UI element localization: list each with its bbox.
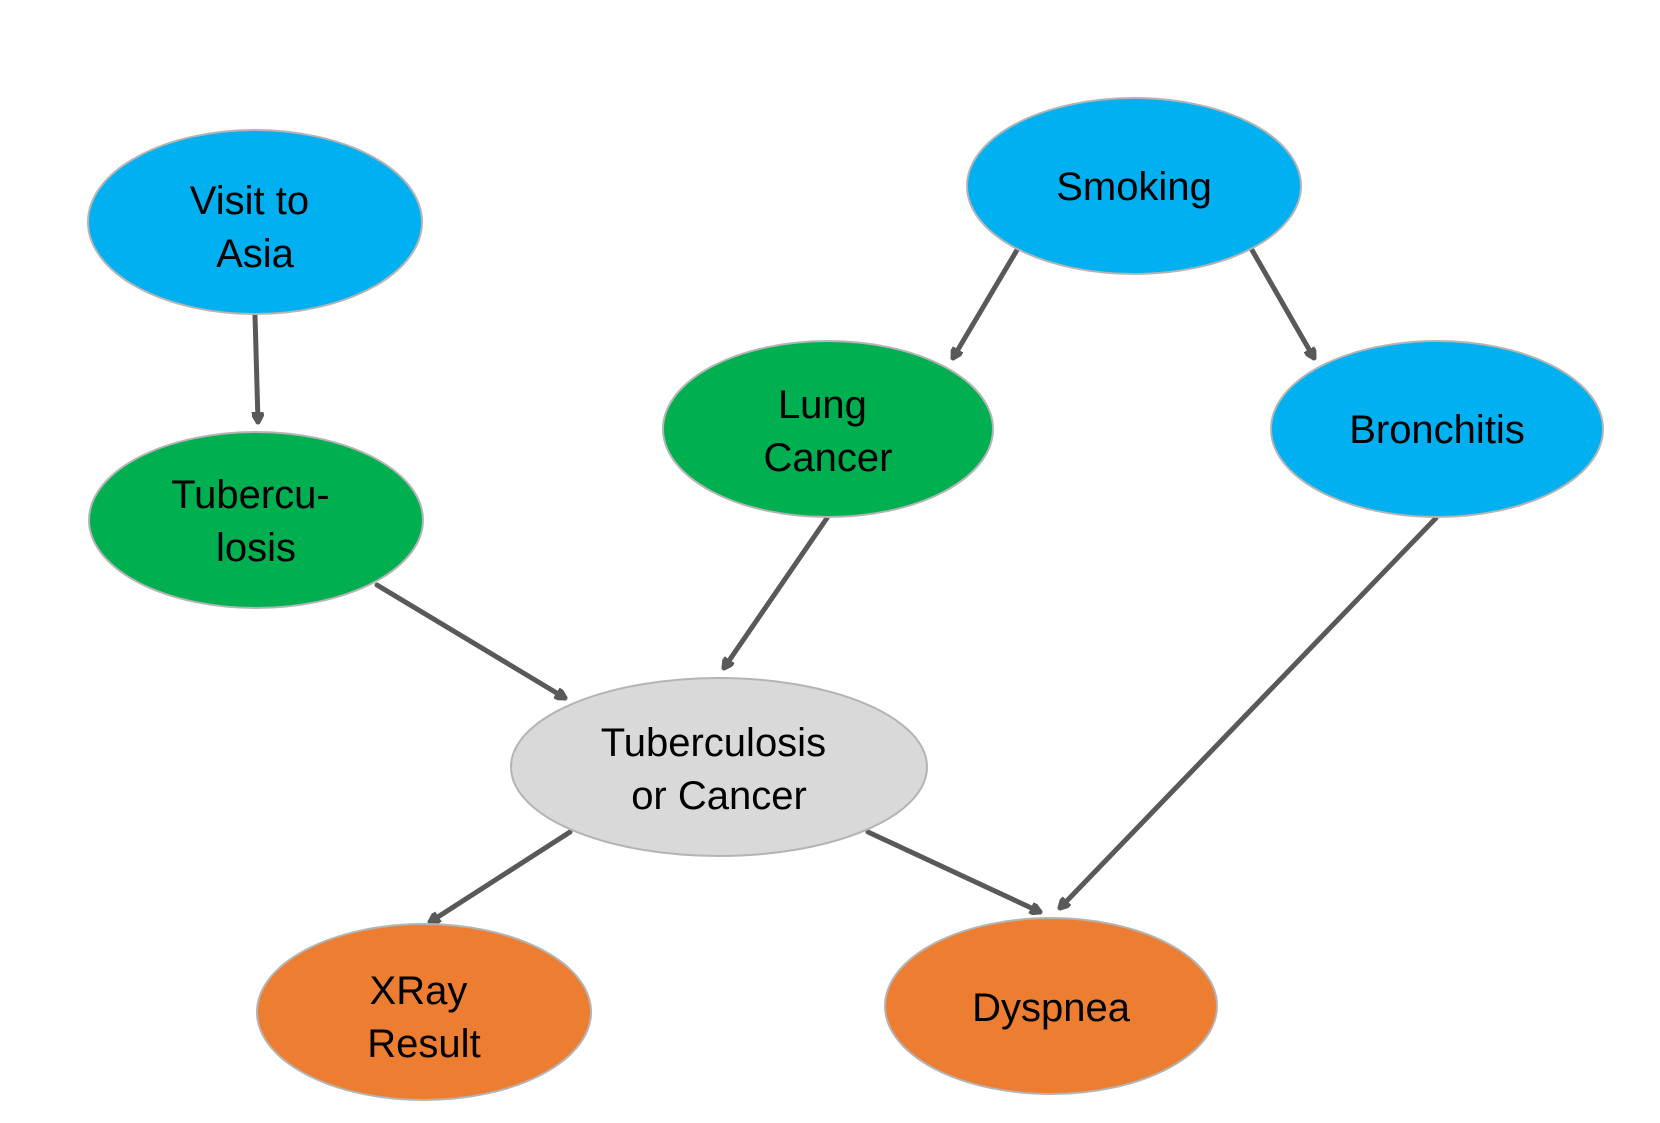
node-tuberculosis: Tubercu- losis (88, 431, 424, 609)
node-tuberculosis-or-cancer: Tuberculosis or Cancer (510, 677, 928, 857)
node-tuberculosis-shape (88, 431, 424, 609)
edge-bronchitis-to-dyspnea (1057, 515, 1439, 911)
node-lung-cancer-label-line-1: Lung (778, 383, 867, 427)
node-lung-cancer-label-line-2: Cancer (764, 436, 893, 480)
node-lung-cancer-shape (662, 340, 994, 518)
edge-tuberculosis-or-cancer-to-xray-result (427, 829, 573, 925)
node-tuberculosis-label-line-2: losis (216, 526, 296, 570)
edges (255, 247, 1439, 925)
node-visit-to-asia: Visit to Asia (87, 129, 423, 315)
node-xray-result-shape (256, 923, 592, 1101)
edge-lung-cancer-to-tuberculosis-or-cancer (721, 515, 830, 671)
node-smoking-shape (966, 97, 1302, 275)
node-xray-result-label-line-2: Result (367, 1022, 480, 1066)
node-bronchitis-shape (1270, 340, 1604, 518)
node-tuberculosis-or-cancer-shape (510, 677, 928, 857)
node-smoking: Smoking (966, 97, 1302, 275)
node-tuberculosis-or-cancer-label: Tuberculosis or Cancer (601, 721, 837, 818)
node-dyspnea: Dyspnea (884, 917, 1218, 1095)
node-visit-to-asia-label: Visit to Asia (190, 179, 320, 276)
edge-visit-to-asia-to-tuberculosis (255, 312, 258, 425)
node-tuberculosis-label: Tubercu- losis (171, 473, 341, 570)
node-bronchitis-label: Bronchitis (1349, 408, 1525, 452)
node-xray-result: XRay Result (256, 923, 592, 1101)
node-visit-to-asia-label-line-2: Asia (216, 232, 295, 276)
node-lung-cancer-label: Lung Cancer (764, 383, 893, 480)
edge-tuberculosis-or-cancer-to-dyspnea (865, 829, 1043, 912)
edge-smoking-to-lung-cancer (950, 247, 1020, 361)
node-tuberculosis-or-cancer-label-line-2: or Cancer (631, 774, 807, 818)
node-tuberculosis-or-cancer-label-line-1: Tuberculosis (601, 721, 826, 765)
node-bronchitis: Bronchitis (1270, 340, 1604, 518)
edge-tuberculosis-to-tuberculosis-or-cancer (374, 582, 568, 701)
node-smoking-label: Smoking (1056, 165, 1212, 209)
node-xray-result-label: XRay Result (367, 969, 480, 1066)
node-smoking-label-line-1: Smoking (1056, 165, 1212, 209)
edge-smoking-to-bronchitis (1249, 247, 1317, 361)
node-dyspnea-label-line-1: Dyspnea (972, 986, 1131, 1030)
node-xray-result-label-line-1: XRay (370, 969, 468, 1013)
node-dyspnea-shape (884, 917, 1218, 1095)
node-visit-to-asia-shape (87, 129, 423, 315)
node-visit-to-asia-label-line-1: Visit to (190, 179, 309, 223)
node-lung-cancer: Lung Cancer (662, 340, 994, 518)
node-tuberculosis-label-line-1: Tubercu- (171, 473, 330, 517)
node-dyspnea-label: Dyspnea (972, 986, 1131, 1030)
node-bronchitis-label-line-1: Bronchitis (1349, 408, 1525, 452)
